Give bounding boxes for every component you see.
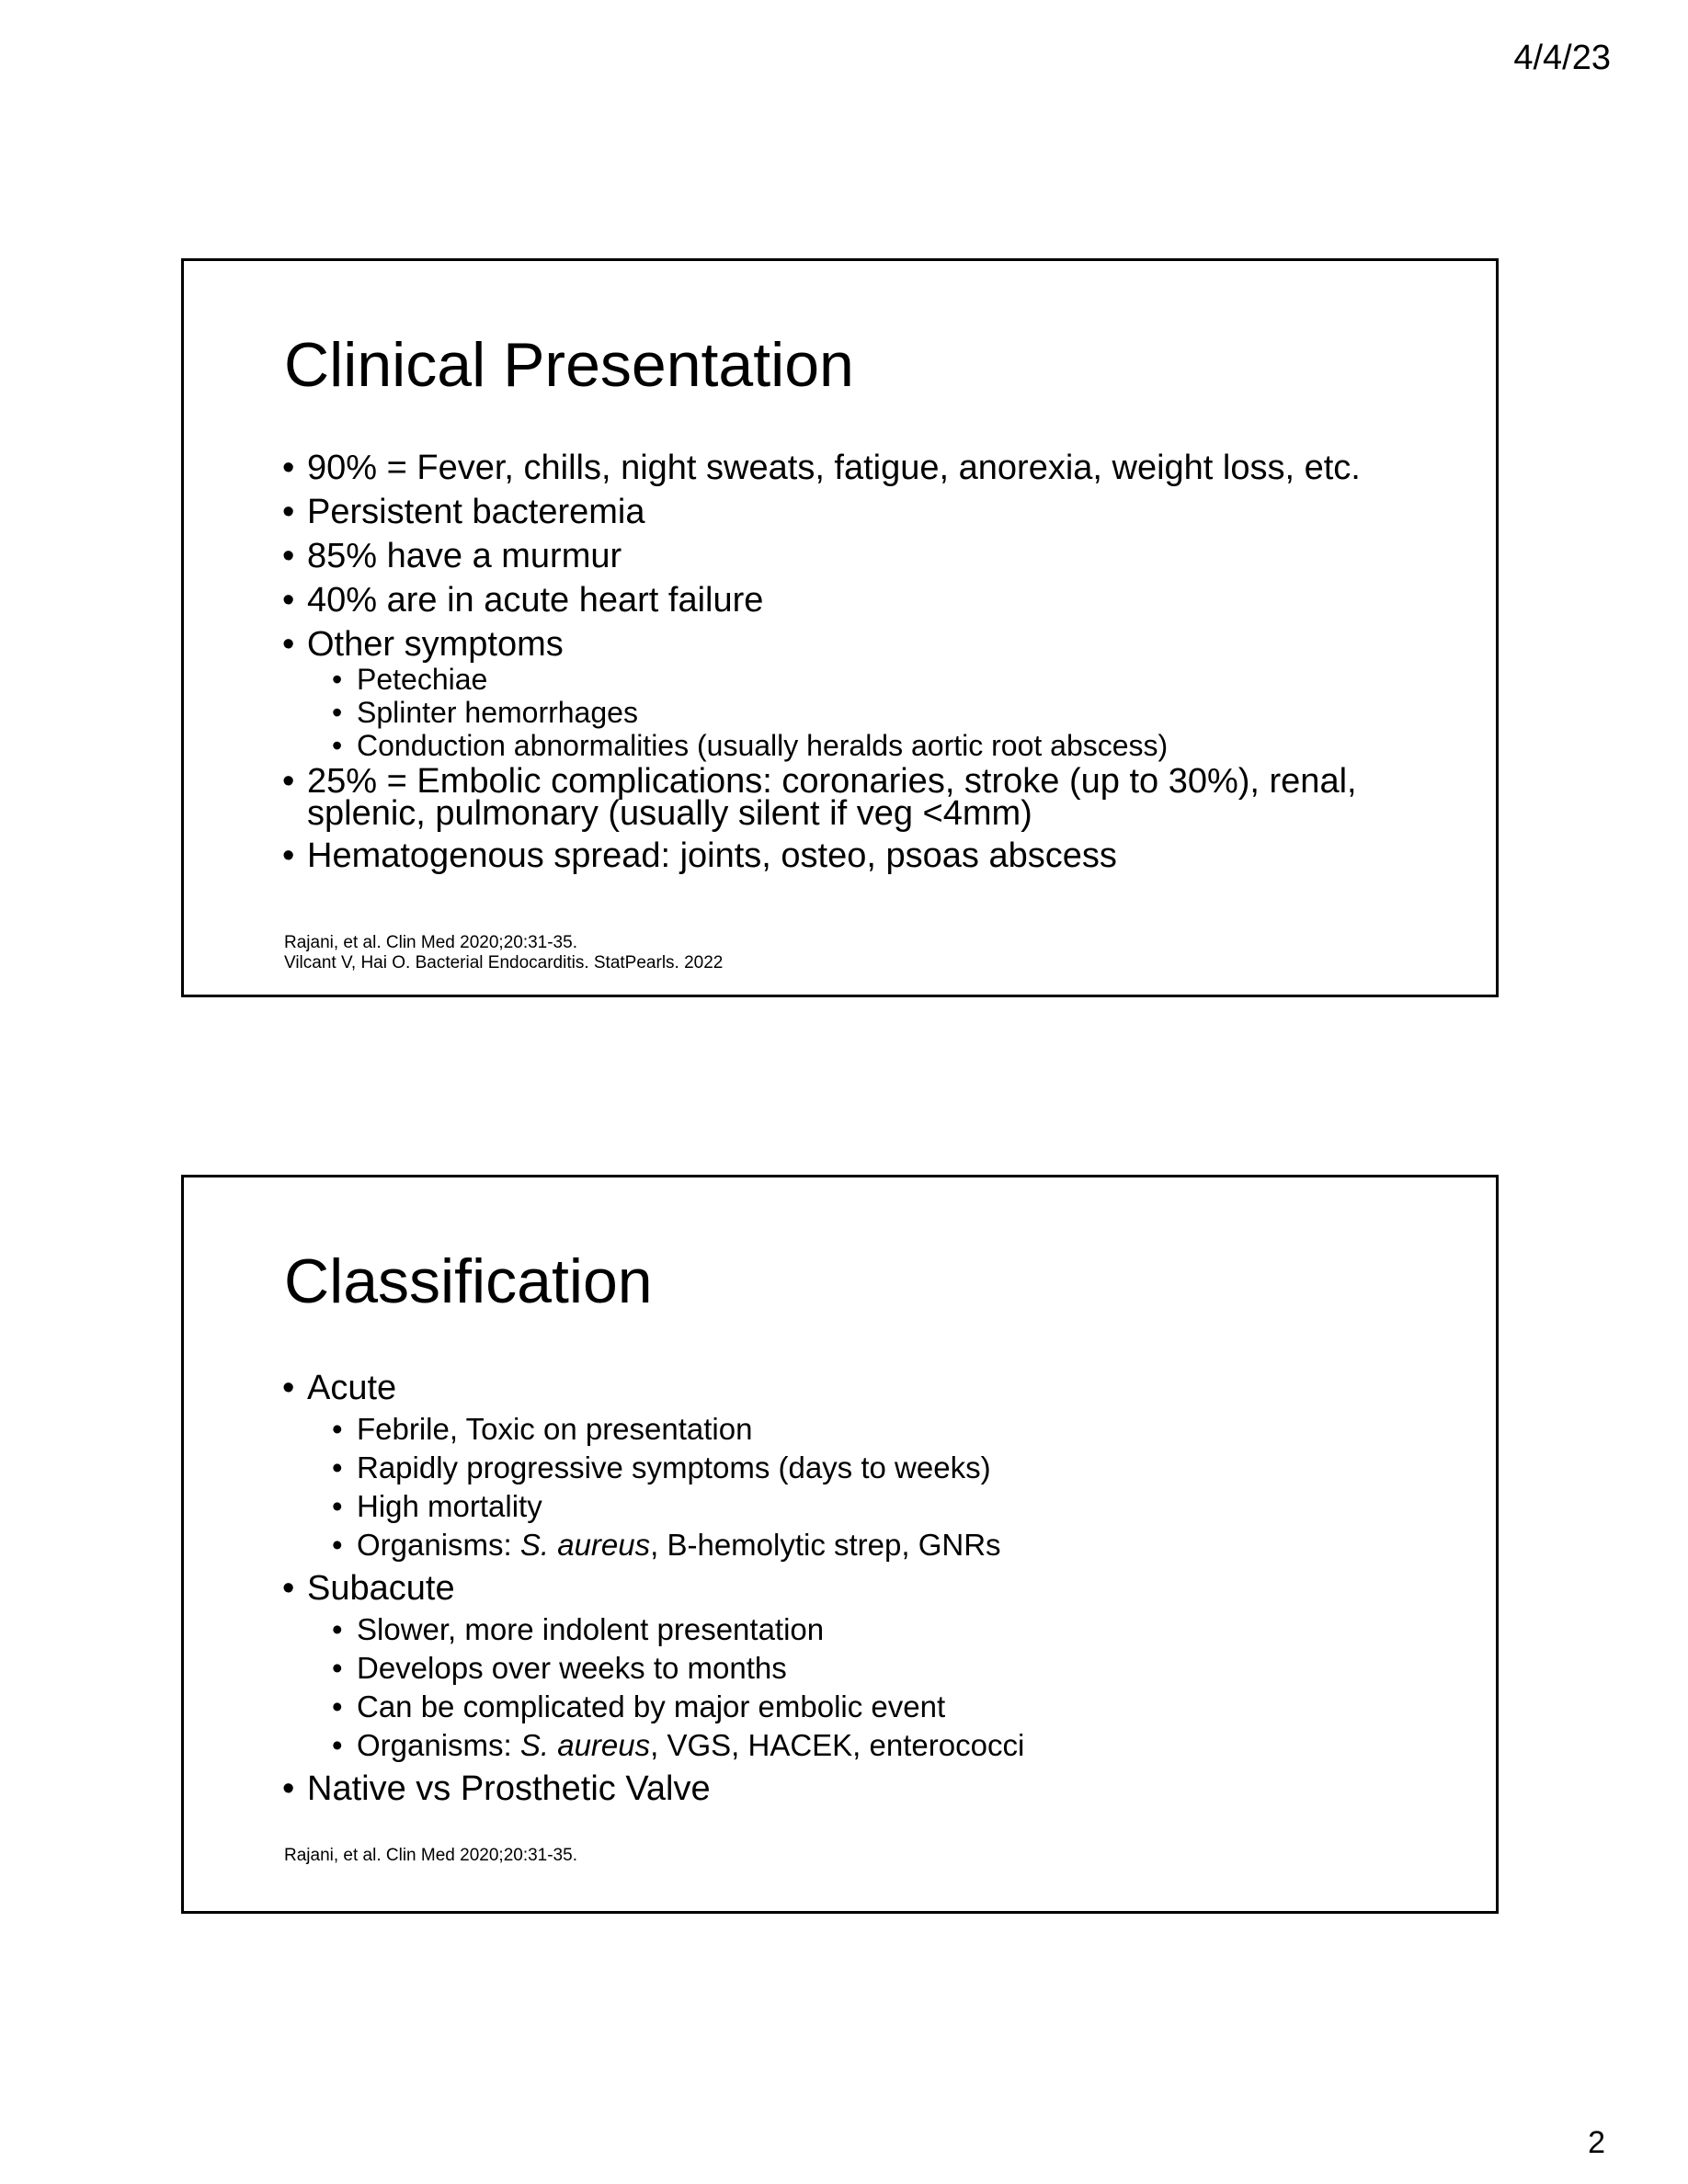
- slide-title: Classification: [284, 1246, 653, 1316]
- references: Rajani, et al. Clin Med 2020;20:31-35.: [284, 1846, 577, 1866]
- organism-italic: S. aureus: [519, 1528, 651, 1562]
- bullet-item: Hematogenous spread: joints, osteo, psoa…: [282, 837, 1413, 874]
- sub-bullet-list: Petechiae Splinter hemorrhages Conductio…: [282, 663, 1413, 762]
- slide-title: Clinical Presentation: [284, 330, 854, 400]
- bullet-item: Other symptoms Petechiae Splinter hemorr…: [282, 626, 1413, 762]
- bullet-item: Subacute Slower, more indolent presentat…: [282, 1568, 1413, 1765]
- sub-bullet-item: Splinter hemorrhages: [282, 696, 1413, 729]
- bullet-text: Subacute: [307, 1569, 455, 1608]
- sub-bullet-item: Slower, more indolent presentation: [282, 1610, 1413, 1649]
- sub-bullet-list: Slower, more indolent presentation Devel…: [282, 1610, 1413, 1765]
- sub-bullet-item: Rapidly progressive symptoms (days to we…: [282, 1449, 1413, 1487]
- sub-bullet-item: High mortality: [282, 1487, 1413, 1526]
- bullet-item: 85% have a murmur: [282, 538, 1413, 574]
- bullet-text: Acute: [307, 1369, 397, 1407]
- organisms-prefix: Organisms:: [357, 1728, 520, 1762]
- bullet-list: 90% = Fever, chills, night sweats, fatig…: [282, 449, 1413, 882]
- bullet-list: Acute Febrile, Toxic on presentation Rap…: [282, 1368, 1413, 1816]
- sub-bullet-item: Develops over weeks to months: [282, 1649, 1413, 1688]
- bullet-text: Other symptoms: [307, 625, 564, 664]
- slide-clinical-presentation: Clinical Presentation 90% = Fever, chill…: [181, 258, 1499, 997]
- sub-bullet-item: Can be complicated by major embolic even…: [282, 1688, 1413, 1726]
- sub-bullet-item: Petechiae: [282, 663, 1413, 696]
- bullet-item: 25% = Embolic complications: coronaries,…: [282, 764, 1413, 831]
- organisms-suffix: , VGS, HACEK, enterococci: [650, 1728, 1025, 1762]
- page-number: 2: [1588, 2125, 1605, 2160]
- sub-bullet-list: Febrile, Toxic on presentation Rapidly p…: [282, 1410, 1413, 1564]
- references: Rajani, et al. Clin Med 2020;20:31-35. V…: [284, 933, 723, 973]
- slide-classification: Classification Acute Febrile, Toxic on p…: [181, 1175, 1499, 1914]
- organism-italic: S. aureus: [519, 1728, 651, 1762]
- page-date: 4/4/23: [1513, 39, 1611, 77]
- bullet-item: 90% = Fever, chills, night sweats, fatig…: [282, 449, 1413, 486]
- sub-bullet-item: Febrile, Toxic on presentation: [282, 1410, 1413, 1449]
- organisms-prefix: Organisms:: [357, 1528, 520, 1562]
- bullet-item: Acute Febrile, Toxic on presentation Rap…: [282, 1368, 1413, 1564]
- bullet-item: 40% are in acute heart failure: [282, 582, 1413, 619]
- bullet-item: Persistent bacteremia: [282, 494, 1413, 530]
- reference-line: Rajani, et al. Clin Med 2020;20:31-35.: [284, 1846, 577, 1865]
- organisms-suffix: , B-hemolytic strep, GNRs: [650, 1528, 1001, 1562]
- sub-bullet-item: Organisms: S. aureus, B-hemolytic strep,…: [282, 1526, 1413, 1564]
- reference-line: Vilcant V, Hai O. Bacterial Endocarditis…: [284, 953, 724, 973]
- sub-bullet-item: Conduction abnormalities (usually herald…: [282, 729, 1413, 762]
- bullet-item: Native vs Prosthetic Valve: [282, 1769, 1413, 1809]
- sub-bullet-item: Organisms: S. aureus, VGS, HACEK, entero…: [282, 1726, 1413, 1765]
- reference-line: Rajani, et al. Clin Med 2020;20:31-35.: [284, 933, 577, 952]
